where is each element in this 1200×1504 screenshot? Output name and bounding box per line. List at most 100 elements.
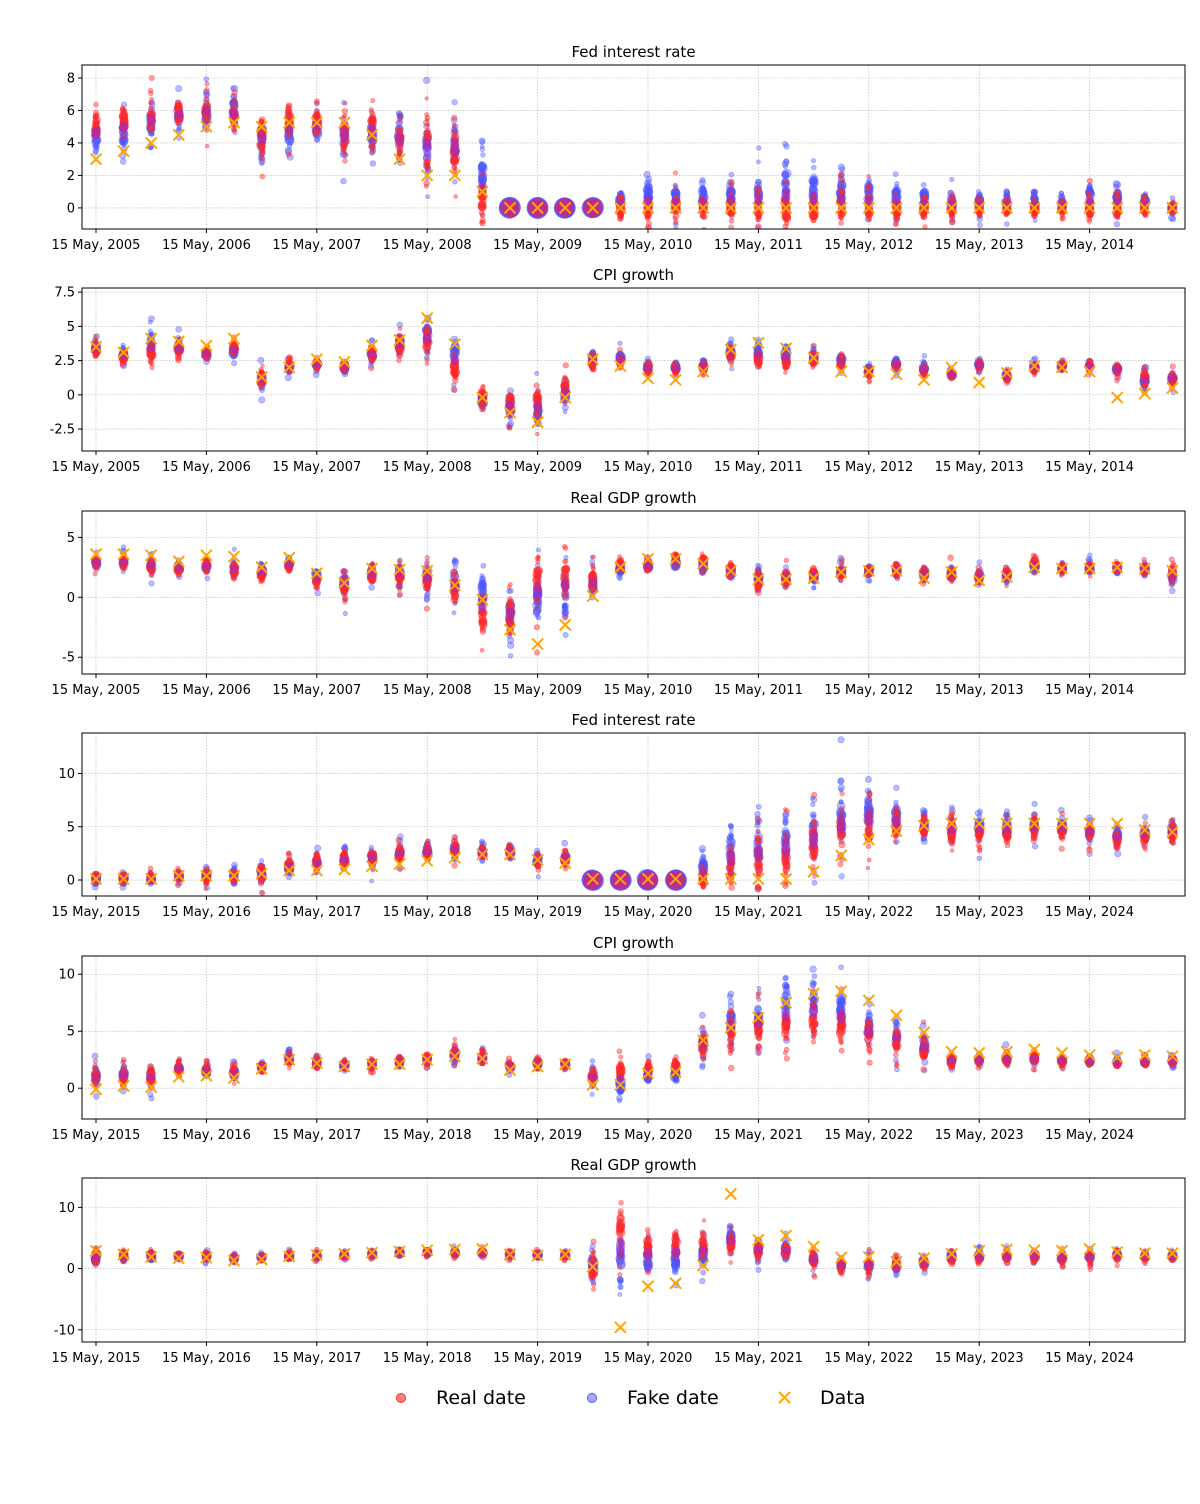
fake-date-point bbox=[258, 357, 264, 363]
real-date-point bbox=[756, 218, 760, 222]
fake-date-point bbox=[148, 146, 152, 150]
fake-date-point bbox=[315, 590, 321, 596]
fake-date-point bbox=[1004, 189, 1009, 194]
real-date-point bbox=[563, 363, 569, 369]
fake-date-point bbox=[1170, 196, 1175, 201]
x-tick-label: 15 May, 2010 bbox=[604, 683, 693, 698]
fake-date-point bbox=[121, 545, 126, 550]
panel-frame bbox=[82, 288, 1185, 451]
real-date-point bbox=[645, 231, 649, 235]
overlap-core bbox=[230, 565, 239, 573]
real-date-point bbox=[1060, 197, 1065, 202]
y-tick-label: 0 bbox=[67, 388, 75, 403]
overlap-core bbox=[450, 355, 459, 365]
real-date-point bbox=[894, 191, 898, 195]
fake-date-point bbox=[204, 77, 209, 82]
real-date-point bbox=[341, 142, 347, 148]
overlap-core bbox=[230, 108, 239, 119]
x-tick-label: 15 May, 2011 bbox=[714, 460, 803, 475]
real-date-point bbox=[397, 126, 402, 131]
real-date-point bbox=[398, 327, 402, 331]
real-date-point bbox=[1087, 178, 1092, 183]
real-date-point bbox=[839, 171, 844, 176]
real-date-point bbox=[370, 148, 376, 154]
overlap-core bbox=[837, 357, 846, 365]
x-tick-label: 15 May, 2010 bbox=[604, 238, 693, 253]
real-date-point bbox=[121, 110, 126, 115]
x-tick-label: 15 May, 2011 bbox=[714, 683, 803, 698]
real-date-point bbox=[729, 183, 734, 188]
real-date-point bbox=[452, 123, 456, 127]
real-date-point bbox=[674, 219, 678, 223]
real-date-point bbox=[204, 88, 209, 93]
fake-date-point bbox=[1059, 191, 1064, 196]
real-date-point bbox=[396, 358, 401, 363]
real-date-point bbox=[562, 375, 566, 379]
x-tick-label: 15 May, 2010 bbox=[604, 460, 693, 475]
real-date-point bbox=[481, 384, 485, 388]
real-date-point bbox=[866, 215, 871, 220]
fake-date-point bbox=[452, 99, 458, 105]
fake-date-point bbox=[811, 176, 818, 183]
y-tick-label: 2.5 bbox=[54, 354, 75, 369]
real-date-point bbox=[148, 358, 154, 364]
real-date-point bbox=[343, 152, 347, 156]
real-date-point bbox=[425, 97, 429, 101]
overlap-core bbox=[92, 558, 101, 566]
real-date-point bbox=[259, 384, 263, 388]
real-date-point bbox=[261, 364, 265, 368]
overlap-core bbox=[423, 139, 432, 157]
fake-date-point bbox=[205, 576, 210, 581]
real-date-point bbox=[729, 218, 734, 223]
fake-date-point bbox=[481, 152, 486, 157]
real-date-point bbox=[811, 366, 815, 370]
overlap-core bbox=[285, 123, 294, 134]
real-date-point bbox=[426, 350, 430, 354]
x-tick-label: 15 May, 2007 bbox=[272, 683, 361, 698]
fake-date-point bbox=[922, 188, 927, 193]
real-date-point bbox=[231, 576, 236, 581]
x-tick-label: 15 May, 2005 bbox=[52, 460, 141, 475]
fake-date-point bbox=[782, 161, 788, 167]
overlap-core bbox=[975, 361, 984, 369]
real-date-point bbox=[783, 180, 789, 186]
fake-date-point bbox=[232, 547, 236, 551]
real-date-point bbox=[259, 579, 263, 583]
overlap-core bbox=[450, 139, 459, 157]
fake-date-point bbox=[453, 179, 458, 184]
panel-frame bbox=[82, 65, 1185, 229]
real-date-point bbox=[1143, 195, 1147, 199]
fake-date-point bbox=[341, 178, 347, 184]
fake-date-point bbox=[1031, 189, 1037, 195]
x-tick-label: 15 May, 2005 bbox=[52, 238, 141, 253]
real-date-point bbox=[923, 225, 928, 230]
real-date-point bbox=[729, 190, 734, 195]
fake-date-point bbox=[176, 326, 182, 332]
fake-date-point bbox=[700, 177, 706, 183]
overlap-core bbox=[754, 351, 763, 359]
real-date-point bbox=[369, 108, 373, 112]
overlap-core bbox=[147, 344, 156, 352]
fake-date-point bbox=[370, 161, 376, 167]
real-date-point bbox=[673, 227, 678, 232]
overlap-core bbox=[423, 333, 432, 344]
x-tick-label: 15 May, 2012 bbox=[824, 460, 913, 475]
real-date-point bbox=[149, 573, 154, 578]
overlap-core bbox=[202, 562, 211, 570]
fake-date-point bbox=[756, 179, 762, 185]
x-tick-label: 15 May, 2006 bbox=[162, 238, 251, 253]
y-tick-label: 4 bbox=[67, 136, 75, 151]
overlap-core bbox=[644, 364, 653, 372]
real-date-point bbox=[1086, 216, 1092, 222]
real-date-point bbox=[451, 115, 457, 121]
real-date-point bbox=[976, 370, 980, 374]
real-date-point bbox=[646, 221, 651, 226]
real-date-point bbox=[782, 362, 789, 369]
real-date-point bbox=[812, 218, 817, 223]
real-date-point bbox=[286, 152, 291, 157]
real-date-point bbox=[260, 174, 265, 179]
real-date-point bbox=[950, 219, 956, 225]
x-tick-label: 15 May, 2013 bbox=[935, 683, 1024, 698]
y-tick-label: 5 bbox=[67, 531, 75, 546]
real-date-point bbox=[204, 571, 208, 575]
